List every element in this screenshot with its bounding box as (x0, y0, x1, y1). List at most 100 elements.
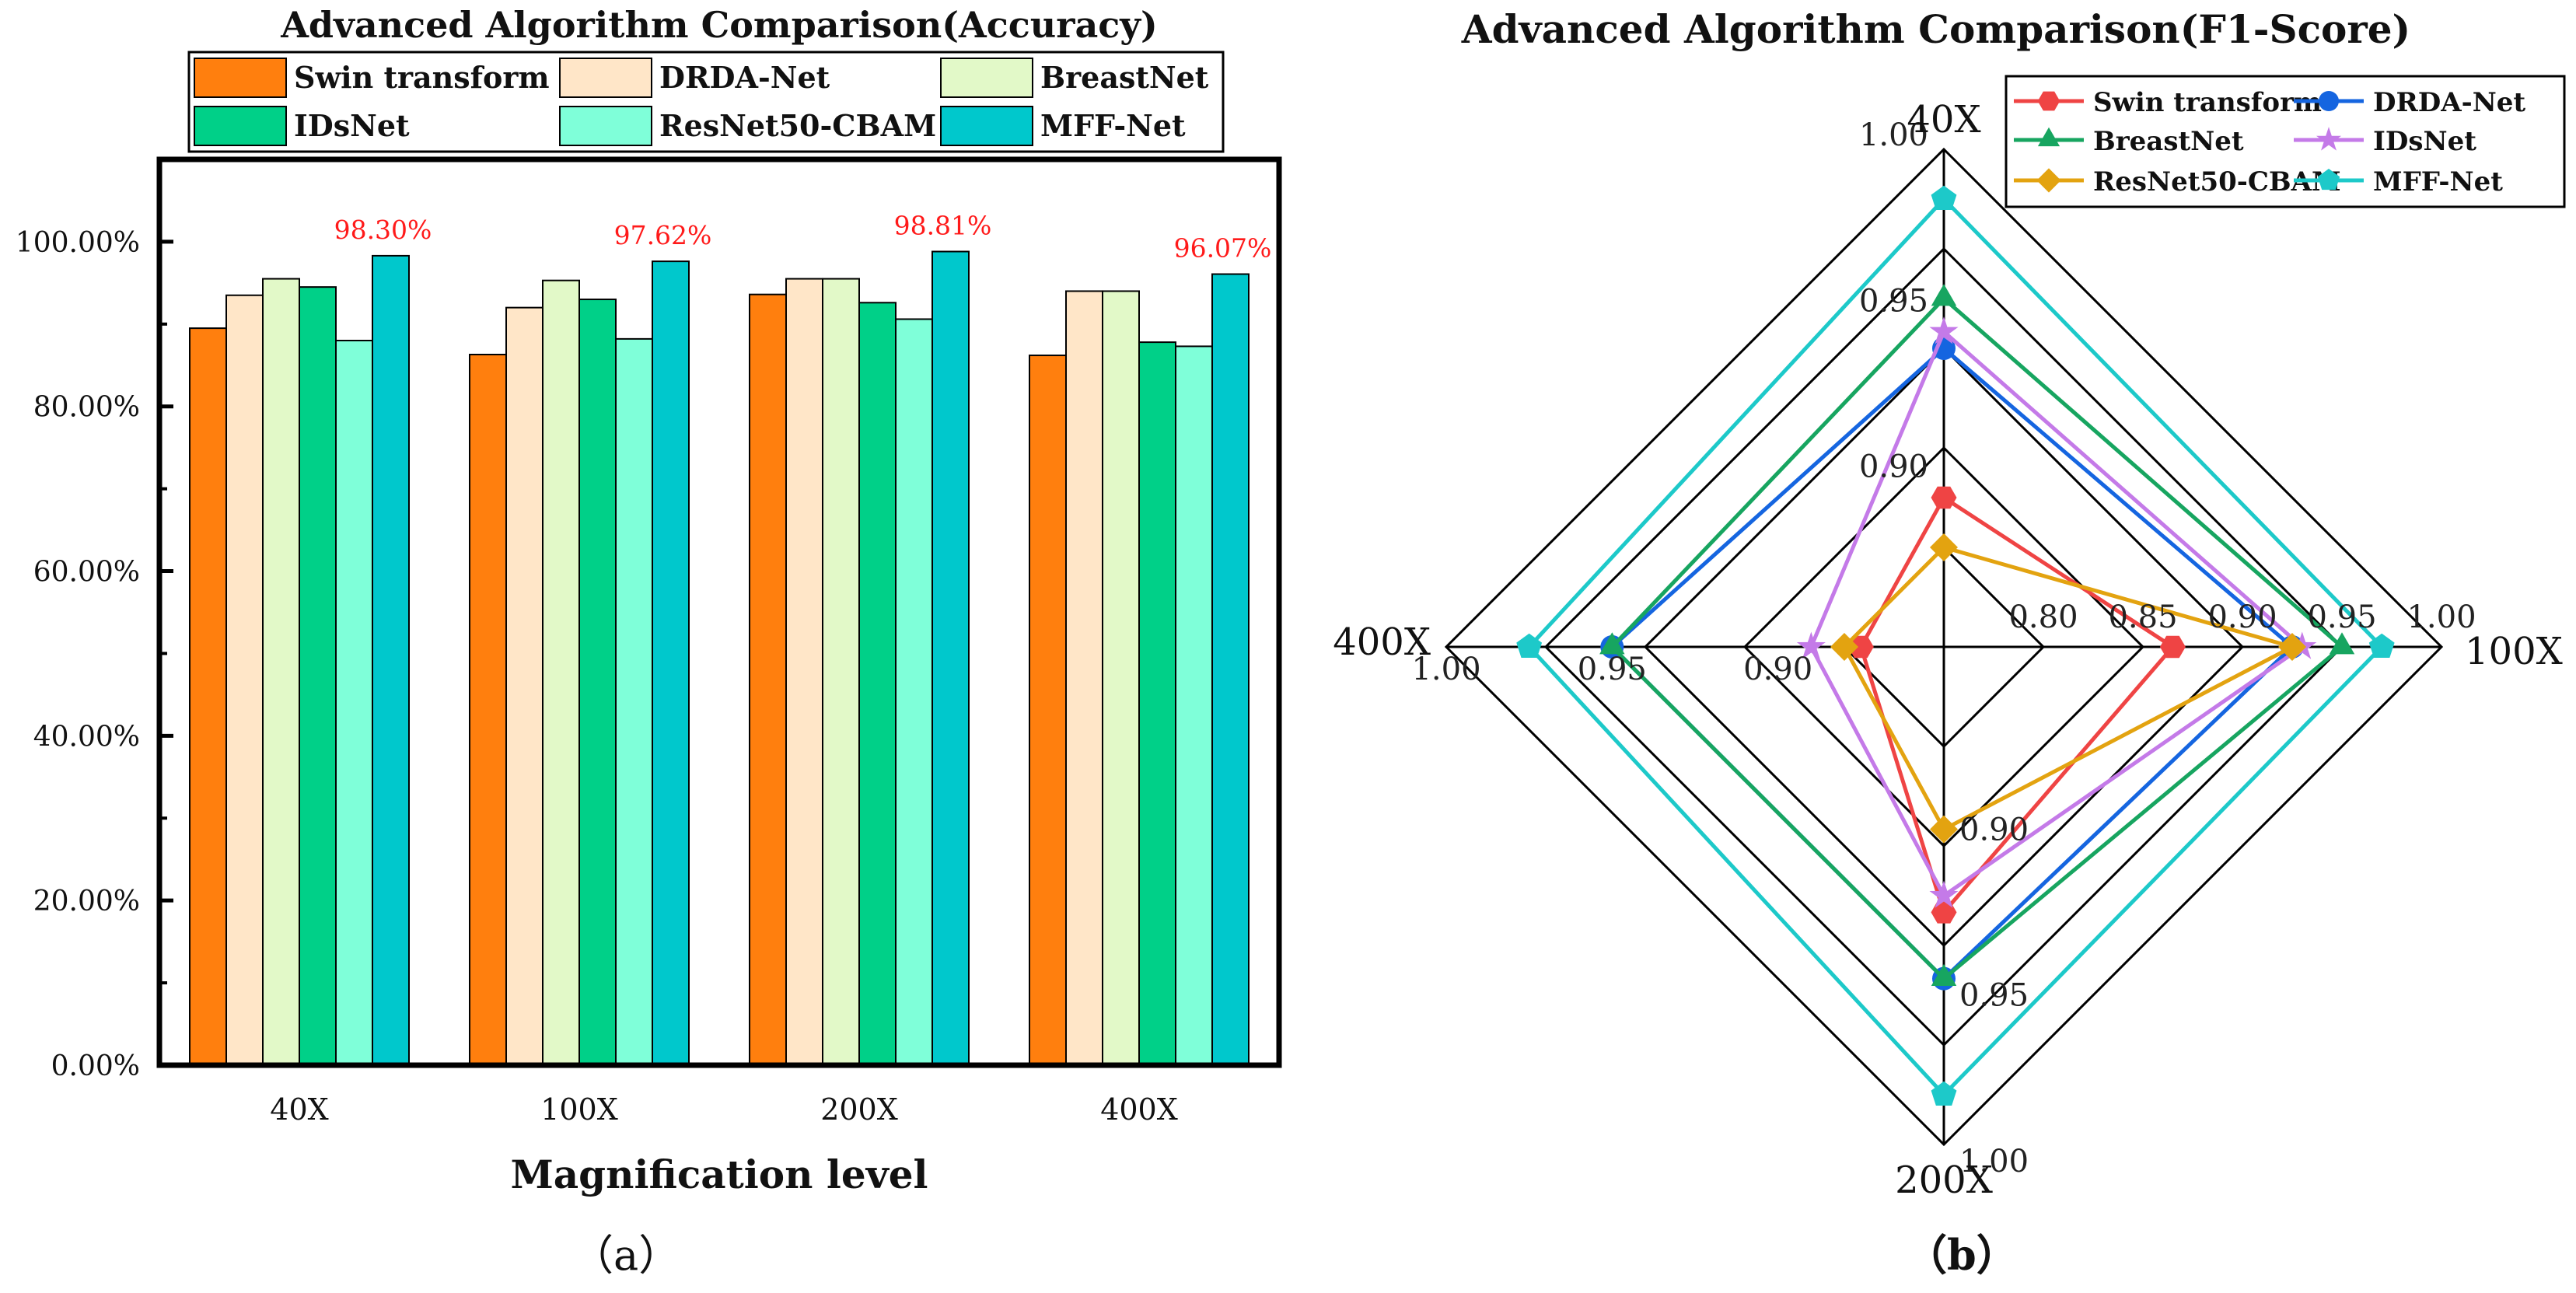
radar-axis-label: 40X (1907, 98, 1980, 142)
bar-legend-swatch (194, 106, 287, 146)
radar-tick-label: 0.80 (2008, 599, 2078, 635)
bar-legend-swatch (559, 58, 652, 98)
radar-marker (1929, 316, 1959, 344)
bar (469, 354, 507, 1067)
bar (931, 250, 970, 1066)
bar-value-label: 97.62% (614, 220, 712, 250)
bar (615, 337, 653, 1066)
radar-marker (1931, 284, 1957, 306)
bar-xtick-label: 40X (270, 1092, 328, 1127)
bar (1175, 345, 1213, 1066)
radar-legend-frame (2005, 75, 2566, 208)
radar-marker (1931, 901, 1957, 924)
radar-marker (2317, 169, 2340, 190)
bar-value-label: 98.81% (894, 211, 992, 241)
radar-marker (1930, 533, 1958, 561)
radar-legend-label: BreastNet (2093, 126, 2244, 157)
radar-tick-label: 0.85 (2108, 599, 2177, 635)
radar-chart-title: Advanced Algorithm Comparison(F1-Score) (1461, 6, 2410, 52)
radar-tick-labels: 0.90 0.95 1.00 0.80 0.85 0.90 0.95 1.00 0.90 0.95… (1411, 117, 2476, 1179)
radar-tick-label: 1.00 (1411, 652, 1480, 687)
bar (335, 340, 373, 1066)
bar-legend-label: MFF-Net (1040, 108, 1186, 143)
bar (1065, 290, 1103, 1067)
radar-legend-label: Swin transform (2093, 87, 2322, 118)
bar (505, 306, 544, 1066)
radar-marker (2037, 91, 2060, 111)
bar-ytick-label: 80.00% (33, 392, 140, 424)
bar (225, 294, 264, 1066)
bar (785, 278, 823, 1066)
bar-ytick-label: 60.00% (33, 557, 140, 589)
radar-marker (2368, 633, 2395, 658)
radar-tick-label: 0.90 (1959, 812, 2029, 847)
bar-legend-swatch (559, 106, 652, 146)
radar-marker (1516, 633, 1543, 658)
bar (858, 302, 897, 1067)
radar-marker (1929, 880, 1959, 908)
radar-tick-label: 1.00 (1859, 117, 1928, 153)
radar-legend-label: MFF-Net (2373, 166, 2503, 197)
radar-marker (1847, 635, 1874, 659)
radar-legend-label: DRDA-Net (2373, 87, 2525, 118)
bar-legend-label: BreastNet (1040, 60, 1209, 95)
radar-marker (1930, 815, 1958, 844)
bar (1029, 355, 1067, 1066)
bar (578, 299, 617, 1066)
bar (1102, 290, 1140, 1067)
bar (895, 318, 933, 1066)
bar-xtick-label: 400X (1100, 1092, 1178, 1127)
bar-xtick-label: 200X (820, 1092, 898, 1127)
radar-series (1516, 185, 2395, 1106)
radar-marker (2037, 127, 2060, 147)
bar-chart-bars (189, 250, 1250, 1067)
bar-legend-label: ResNet50-CBAM (659, 108, 936, 143)
bar-plot-frame (156, 156, 1282, 1068)
bar-panel-label: （a） (571, 1231, 680, 1280)
radar-legend-label: IDsNet (2373, 126, 2476, 157)
bar (189, 327, 227, 1066)
bar (262, 278, 300, 1066)
radar-tick-label: 0.95 (1578, 652, 1647, 687)
bar-value-label: 98.30% (334, 215, 432, 245)
bar (299, 286, 337, 1066)
radar-tick-label: 0.90 (1743, 652, 1812, 687)
radar-tick-label: 1.00 (2406, 599, 2476, 635)
bar-legend-frame (187, 51, 1225, 153)
bar (749, 293, 787, 1066)
radar-axis-label: 400X (1333, 620, 1431, 664)
bar-ytick-label: 100.00% (16, 227, 140, 259)
radar-tick-label: 0.95 (2307, 599, 2376, 635)
bar-chart-panel: Advanced Algorithm Comparison(Accuracy) … (16, 4, 1282, 1280)
radar-marker (2316, 127, 2342, 151)
bar (372, 254, 410, 1066)
bar-ytick-label: 40.00% (33, 721, 140, 753)
radar-marker (1931, 185, 1957, 210)
radar-series-line (1609, 345, 2295, 982)
bar (1211, 273, 1250, 1066)
radar-marker (1830, 633, 1858, 661)
radar-marker (2278, 633, 2306, 661)
radar-marker (2329, 632, 2355, 655)
radar-tick-label: 0.90 (2207, 599, 2277, 635)
bar-legend-swatch (940, 58, 1033, 98)
radar-tick-label: 0.95 (1959, 978, 2029, 1014)
radar-marker (2036, 168, 2061, 193)
radar-panel-label: （b） (1905, 1230, 2019, 1280)
bar (822, 278, 860, 1066)
radar-marker (1931, 1081, 1957, 1106)
bar (652, 260, 690, 1066)
radar-tick-label: 0.95 (1859, 283, 1928, 319)
radar-marker (1599, 632, 1625, 655)
bar-legend-label: Swin transform (294, 60, 550, 95)
bar-chart-axes: 0.00% 20.00% 40.00% 60.00% 80.00% 100.00% 40X 1… (16, 227, 1178, 1127)
bar-legend-swatch (194, 58, 287, 98)
bar-chart-value-labels: 98.30% 97.62% 98.81% 96.07% (334, 211, 1272, 264)
radar-axis-label: 100X (2465, 630, 2563, 673)
bar-legend-swatch (940, 106, 1033, 146)
radar-marker (1796, 631, 1826, 659)
bar-ytick-label: 20.00% (33, 886, 140, 917)
bar-chart-title: Advanced Algorithm Comparison(Accuracy) (280, 4, 1158, 46)
radar-tick-label: 0.90 (1859, 449, 1928, 485)
